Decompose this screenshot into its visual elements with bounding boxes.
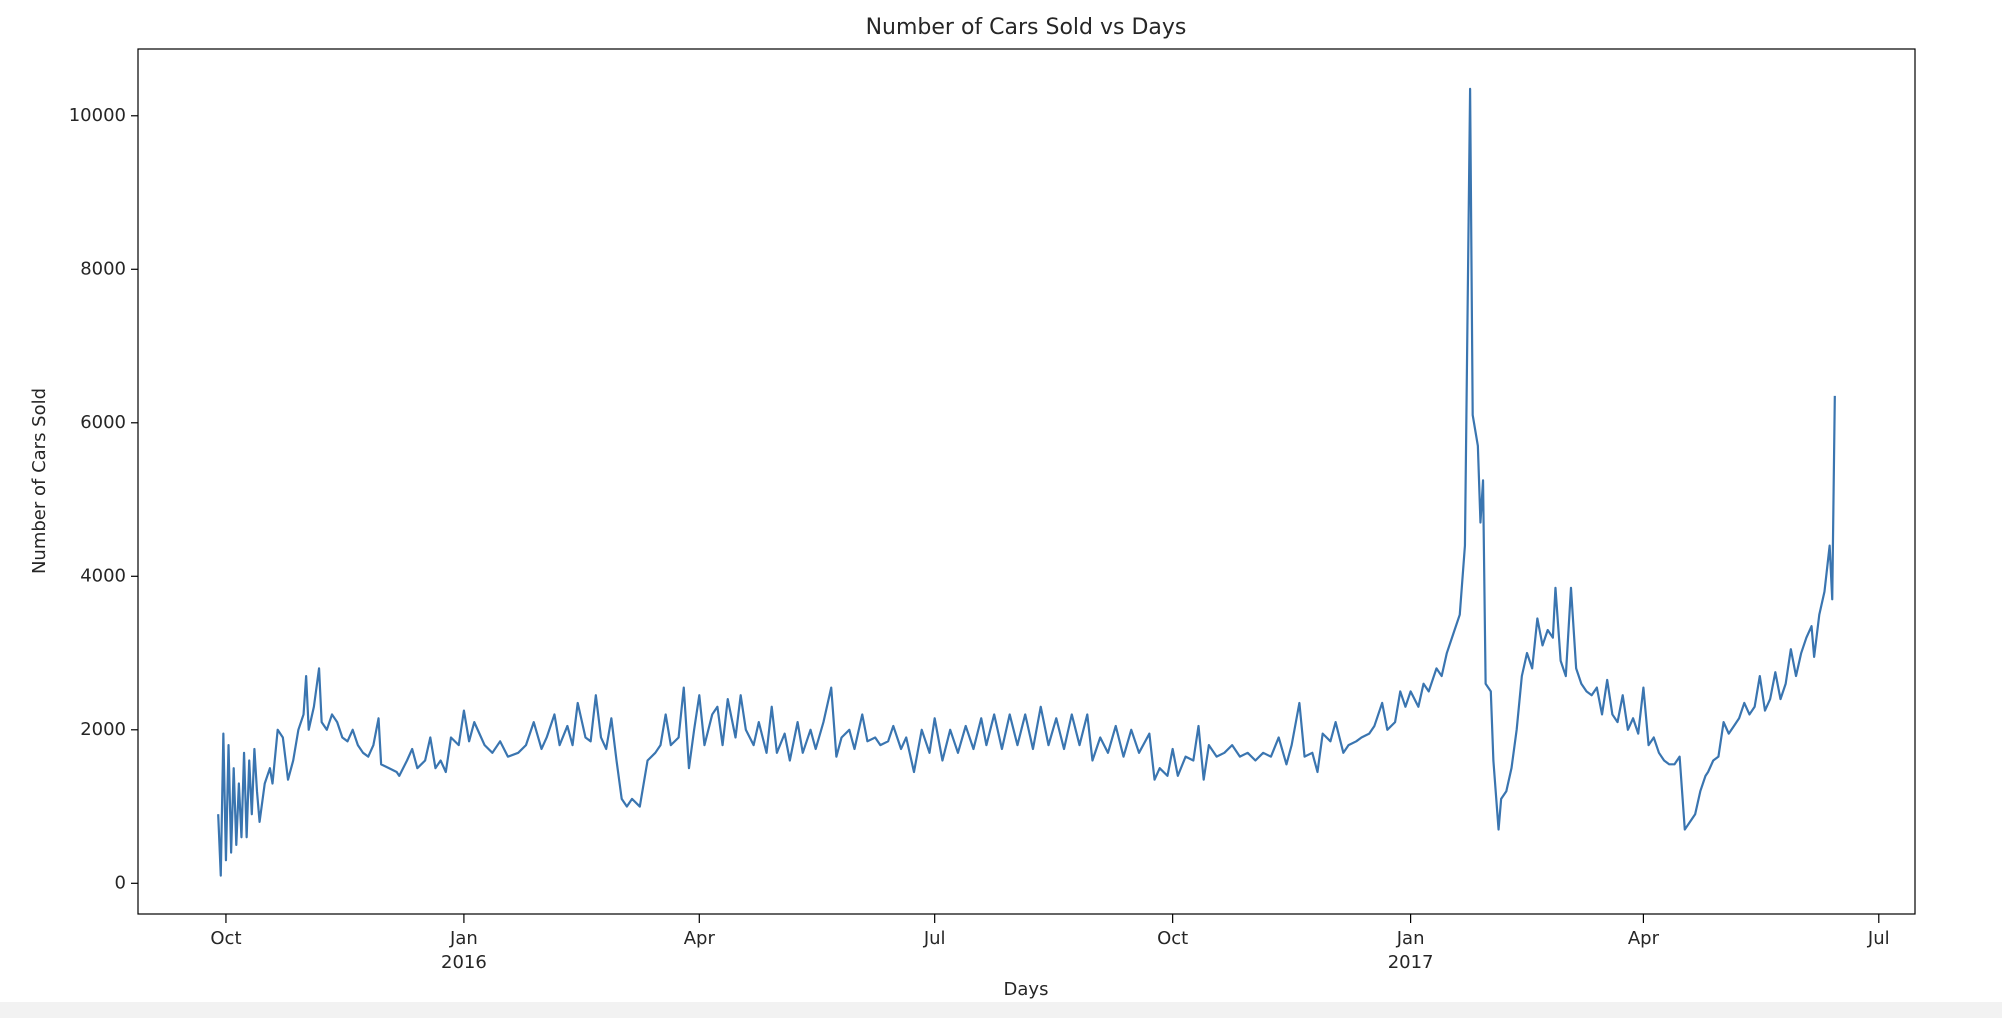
y-tick-label: 6000 [80, 412, 126, 433]
y-tick-label: 10000 [69, 105, 126, 126]
x-tick-label: Oct [1157, 928, 1188, 949]
x-axis-label: Days [1004, 979, 1049, 1000]
x-tick-label-line: Jan [449, 928, 478, 949]
y-tick-label: 8000 [80, 258, 126, 279]
chart-title: Number of Cars Sold vs Days [866, 15, 1187, 40]
y-tick-label: 2000 [80, 719, 126, 740]
plot-frame [137, 48, 1916, 915]
x-tick-label: Apr [684, 928, 716, 949]
y-tick-label: 0 [115, 872, 126, 893]
x-tick-label-line: Jul [1867, 928, 1890, 949]
x-tick-label-line: 2017 [1388, 952, 1434, 973]
footer-strip [0, 1002, 2002, 1018]
x-tick-label-line: Jan [1396, 928, 1425, 949]
x-tick-label-line: Oct [210, 928, 241, 949]
x-tick-label: Jan 2016 [441, 928, 487, 973]
x-tick-label-line: Apr [684, 928, 716, 949]
data-line [217, 87, 1836, 877]
x-tick-label-line: 2016 [441, 952, 487, 973]
x-tick-label: Apr [1628, 928, 1660, 949]
x-tick-label-line: Jul [923, 928, 946, 949]
y-axis-label: Number of Cars Sold [29, 388, 50, 574]
x-tick-label: Jan 2017 [1388, 928, 1434, 973]
x-tick-label: Jul [923, 928, 946, 949]
x-tick-label-line: Oct [1157, 928, 1188, 949]
x-tick-label: Oct [210, 928, 241, 949]
y-tick-label: 4000 [80, 565, 126, 586]
x-tick-label: Jul [1867, 928, 1890, 949]
x-tick-label-line: Apr [1628, 928, 1660, 949]
